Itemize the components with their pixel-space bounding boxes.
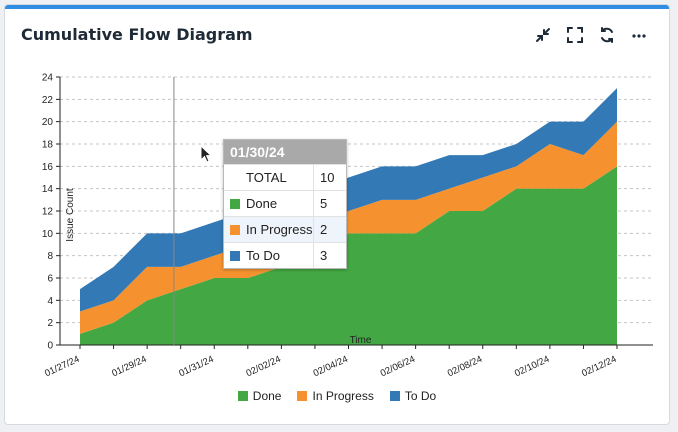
in-progress-swatch bbox=[230, 224, 240, 235]
y-tick-label: 12 bbox=[42, 207, 54, 218]
refresh-icon[interactable] bbox=[597, 25, 617, 45]
todo-swatch bbox=[389, 391, 400, 401]
widget-accent-bar bbox=[5, 5, 669, 9]
y-tick-label: 8 bbox=[47, 251, 53, 262]
tooltip-row-done: Done 5 bbox=[224, 190, 346, 216]
fullscreen-icon[interactable] bbox=[565, 25, 585, 45]
tooltip-row-in-progress: In Progress 2 bbox=[224, 216, 346, 242]
hover-tooltip: 01/30/24 TOTAL 10 Done 5 In Progress 2 T… bbox=[223, 139, 347, 269]
tooltip-label: Done bbox=[246, 196, 278, 211]
tooltip-label: To Do bbox=[246, 248, 280, 263]
tooltip-total-value: 10 bbox=[320, 170, 335, 185]
y-tick-label: 4 bbox=[47, 296, 53, 307]
legend-label: To Do bbox=[404, 389, 437, 403]
tooltip-value: 5 bbox=[320, 196, 328, 211]
collapse-icon[interactable] bbox=[533, 25, 553, 45]
tooltip-row-todo: To Do 3 bbox=[224, 242, 346, 268]
legend-item-in-progress[interactable]: In Progress bbox=[297, 389, 374, 403]
tooltip-value: 2 bbox=[320, 222, 328, 237]
y-tick-label: 0 bbox=[47, 341, 53, 352]
in-progress-swatch bbox=[297, 391, 308, 401]
y-tick-label: 22 bbox=[42, 95, 54, 106]
widget-title: Cumulative Flow Diagram bbox=[21, 25, 253, 44]
x-tick-label: 01/29/24 bbox=[110, 354, 148, 380]
x-axis-title: Time bbox=[350, 335, 372, 346]
tooltip-total-label: TOTAL bbox=[224, 165, 314, 190]
x-tick-label: 02/04/24 bbox=[312, 354, 350, 380]
x-tick-label: 02/06/24 bbox=[379, 354, 417, 380]
area-in-progress bbox=[80, 121, 617, 334]
todo-swatch bbox=[230, 250, 240, 261]
mouse-pointer-icon bbox=[200, 145, 213, 163]
y-axis-title: Issue Count bbox=[65, 188, 76, 242]
y-tick-label: 14 bbox=[42, 184, 54, 195]
y-tick-label: 20 bbox=[42, 117, 54, 128]
legend-item-todo[interactable]: To Do bbox=[389, 389, 437, 403]
tooltip-date: 01/30/24 bbox=[224, 140, 346, 164]
area-to-do bbox=[80, 88, 617, 312]
legend-label: Done bbox=[252, 389, 282, 403]
x-tick-label: 01/27/24 bbox=[43, 354, 81, 380]
more-icon[interactable] bbox=[629, 25, 649, 45]
legend-item-done[interactable]: Done bbox=[237, 389, 282, 403]
x-tick-label: 02/02/24 bbox=[244, 354, 282, 380]
x-tick-label: 01/31/24 bbox=[177, 354, 215, 380]
y-tick-label: 24 bbox=[42, 73, 54, 84]
x-tick-label: 02/10/24 bbox=[513, 354, 551, 380]
area-series bbox=[80, 88, 617, 345]
y-tick-label: 18 bbox=[42, 140, 54, 151]
y-tick-label: 10 bbox=[42, 229, 54, 240]
x-tick-label: 02/08/24 bbox=[446, 354, 484, 380]
tooltip-value: 3 bbox=[320, 248, 328, 263]
tooltip-label: In Progress bbox=[246, 222, 313, 237]
tooltip-total-row: TOTAL 10 bbox=[224, 164, 346, 190]
y-tick-label: 2 bbox=[47, 318, 53, 329]
y-tick-label: 6 bbox=[47, 274, 53, 285]
legend-label: In Progress bbox=[312, 389, 374, 403]
done-swatch bbox=[237, 391, 248, 401]
x-tick-label: 02/12/24 bbox=[580, 354, 618, 380]
widget-toolbar bbox=[533, 25, 649, 45]
cfd-widget: Cumulative Flow Diagram 0 2 4 6 8 10 12 1 bbox=[4, 4, 670, 425]
y-tick-label: 16 bbox=[42, 162, 54, 173]
chart-legend: Done In Progress To Do bbox=[5, 389, 669, 403]
done-swatch bbox=[230, 198, 240, 209]
